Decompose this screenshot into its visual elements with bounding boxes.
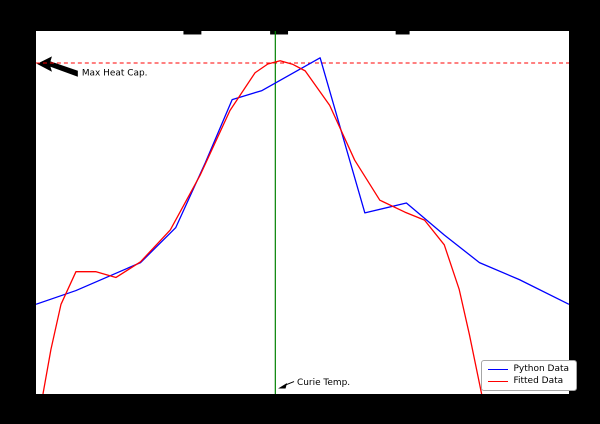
legend-label-fitted: Fitted Data [513, 376, 564, 386]
legend-entry-python-data: Python Data [488, 365, 569, 374]
series-line-fitted-data [42, 60, 483, 394]
curie-temp-arrowhead [278, 383, 288, 389]
annotation-curie-temp: Curie Temp. [297, 378, 350, 388]
legend-label-python: Python Data [513, 364, 569, 374]
legend[interactable]: Python Data Fitted Data [481, 360, 577, 391]
legend-entry-fitted-data: Fitted Data [488, 377, 569, 386]
plot-area: Max Heat Cap. Curie Temp. Python Data Fi… [35, 30, 577, 395]
chart-svg: Max Heat Cap. Curie Temp. [36, 31, 569, 394]
legend-line-python [488, 369, 509, 370]
series-line-python-data [36, 57, 569, 305]
legend-line-fitted [488, 381, 509, 382]
clipped-title-marks [183, 31, 410, 35]
max-heat-cap-arrow [36, 56, 78, 77]
annotation-max-heat-cap: Max Heat Cap. [82, 69, 148, 79]
